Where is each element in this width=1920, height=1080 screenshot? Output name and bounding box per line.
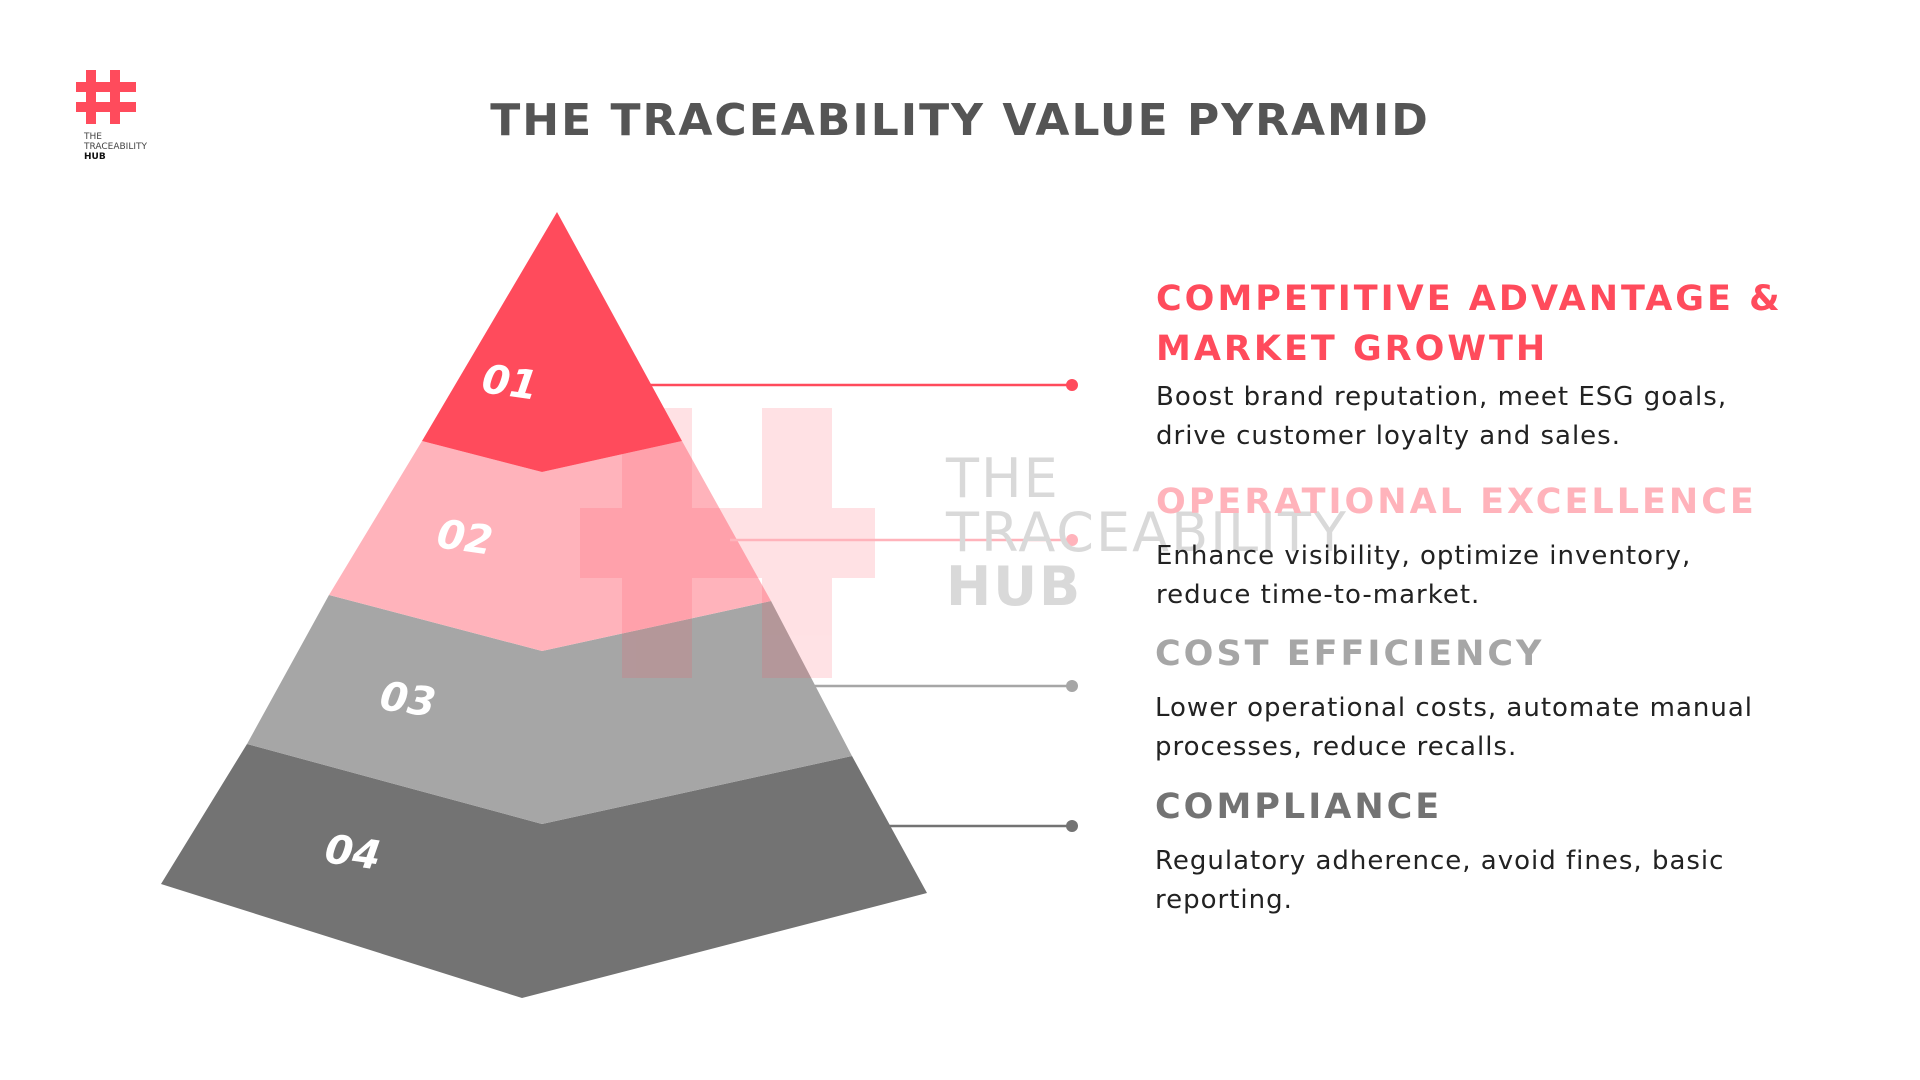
pyramid-level-2 [329, 441, 771, 651]
connector-dot-2 [1066, 534, 1078, 546]
connector-dot-3 [1066, 680, 1078, 692]
watermark-line-3: HUB [946, 555, 1083, 618]
logo-line-1: THE [84, 132, 102, 142]
level-number-4: 04 [322, 826, 384, 880]
logo-line-2: TRACEABILITY [84, 142, 148, 152]
level-1-title: COMPETITIVE ADVANTAGE & MARKET GROWTH [1156, 279, 1783, 369]
level-2-title: OPERATIONAL EXCELLENCE [1156, 482, 1757, 522]
level-number-2: 02 [434, 511, 496, 565]
watermark-logo-icon [580, 408, 875, 678]
watermark-line-1: THE [946, 447, 1060, 510]
logo-text: THE TRACEABILITY HUB [84, 132, 147, 162]
level-4-description: Regulatory adherence, avoid fines, basic… [1155, 846, 1725, 915]
level-number-3: 03 [377, 673, 439, 727]
level-4-title: COMPLIANCE [1155, 787, 1443, 827]
pyramid-level-1 [422, 212, 682, 472]
pyramid-level-4 [161, 744, 927, 998]
page-title: THE TRACEABILITY VALUE PYRAMID [490, 95, 1430, 146]
level-3-title: COST EFFICIENCY [1155, 634, 1545, 674]
traceability-hub-logo-icon [76, 70, 136, 124]
level-3-description: Lower operational costs, automate manual… [1155, 693, 1754, 762]
level-1-block: COMPETITIVE ADVANTAGE & MARKET GROWTH Bo… [1156, 274, 1836, 456]
level-1-description: Boost brand reputation, meet ESG goals, … [1156, 382, 1728, 451]
watermark-line-2: TRACEABILITY [946, 501, 1349, 564]
pyramid-level-3 [247, 595, 852, 824]
level-number-1: 01 [479, 356, 541, 410]
level-2-description: Enhance visibility, optimize inventory, … [1156, 541, 1692, 610]
level-2-block: OPERATIONAL EXCELLENCE Enhance visibilit… [1156, 477, 1836, 615]
logo-line-3: HUB [84, 152, 106, 162]
connector-dot-1 [1066, 379, 1078, 391]
level-4-block: COMPLIANCE Regulatory adherence, avoid f… [1155, 782, 1835, 920]
watermark-text: THE TRACEABILITY HUB [946, 452, 1348, 614]
level-3-block: COST EFFICIENCY Lower operational costs,… [1155, 629, 1835, 767]
connector-dot-4 [1066, 820, 1078, 832]
